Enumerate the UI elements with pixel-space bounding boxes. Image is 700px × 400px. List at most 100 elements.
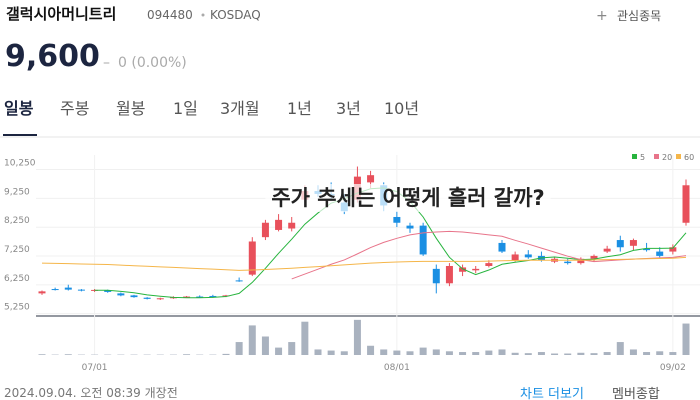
- volume-bar: [248, 325, 256, 355]
- watch-button[interactable]: 관심종목: [617, 9, 661, 23]
- volume-bar: [551, 353, 559, 355]
- candle-body: [117, 293, 125, 296]
- more-link[interactable]: 차트 더보기: [520, 387, 584, 400]
- moving-average: [291, 230, 687, 280]
- volume-bar: [64, 354, 72, 355]
- candle-body: [367, 175, 375, 183]
- tab[interactable]: 1일: [173, 99, 198, 118]
- legend-swatch: [676, 154, 681, 159]
- candle-body: [472, 268, 480, 271]
- volume-bar: [301, 321, 309, 355]
- change: 0 (0.00%): [118, 55, 187, 71]
- x-tick-label: 08/01: [384, 363, 410, 373]
- volume-bar: [459, 352, 467, 355]
- candle-body: [524, 254, 532, 258]
- candle-body: [643, 248, 651, 251]
- x-tick-label: 07/01: [82, 363, 108, 373]
- candle-body: [275, 219, 283, 230]
- tab[interactable]: 주봉: [60, 99, 89, 118]
- candle-body: [143, 297, 151, 299]
- y-tick-label: 10,250: [4, 159, 36, 169]
- dot: [201, 13, 205, 17]
- candle-body: [432, 268, 440, 284]
- plus-icon[interactable]: +: [596, 8, 608, 24]
- volume-bar: [432, 349, 440, 355]
- volume-bar: [616, 342, 624, 355]
- tab[interactable]: 1년: [287, 99, 312, 118]
- summary-link[interactable]: 멤버종합: [612, 387, 660, 400]
- legend-swatch: [632, 154, 637, 159]
- candle-body: [183, 296, 191, 298]
- tab[interactable]: 3년: [336, 99, 361, 118]
- volume-bar: [406, 351, 414, 355]
- legend-label: 5: [640, 153, 645, 162]
- volume-bar: [38, 354, 46, 355]
- candle-body: [498, 242, 506, 252]
- y-tick-label: 7,250: [4, 245, 30, 255]
- legend-swatch: [654, 154, 659, 159]
- candle-body: [235, 280, 243, 282]
- candle-body: [577, 258, 585, 264]
- candle-body: [603, 248, 611, 252]
- candle-body: [64, 287, 72, 290]
- candle-body: [288, 222, 296, 229]
- candle-body: [51, 289, 59, 291]
- candle-body: [459, 267, 467, 272]
- y-tick-label: 6,250: [4, 274, 30, 284]
- candle-body: [485, 263, 493, 266]
- stock-name: 갤럭시아머니트리: [6, 5, 116, 23]
- candle-body: [222, 295, 230, 297]
- volume-bar: [393, 350, 401, 355]
- tab[interactable]: 월봉: [116, 99, 145, 118]
- volume-bar: [235, 342, 243, 355]
- legend-label: 20: [662, 153, 672, 162]
- timestamp: 2024.09.04. 오전 08:39 개장전: [4, 386, 178, 400]
- volume-bar: [314, 349, 322, 355]
- candle-body: [196, 296, 204, 298]
- volume-bar: [498, 349, 506, 355]
- volume-bar: [275, 347, 283, 355]
- volume-bar: [511, 352, 519, 355]
- volume-bar: [380, 349, 388, 355]
- candle-body: [209, 295, 217, 297]
- y-tick-label: 8,250: [4, 216, 30, 226]
- volume-bar: [340, 351, 348, 355]
- volume-bar: [367, 345, 375, 355]
- volume-bar: [261, 336, 269, 355]
- stock-code: 094480: [147, 8, 193, 22]
- tab[interactable]: 일봉: [4, 99, 34, 118]
- candle-body: [406, 225, 414, 229]
- volume-bar: [577, 352, 585, 355]
- price: 9,600: [5, 39, 100, 74]
- volume-bar: [445, 351, 453, 355]
- volume-bar: [537, 352, 545, 355]
- volume-bar: [669, 352, 677, 355]
- candle-body: [669, 247, 677, 252]
- candle-body: [419, 225, 427, 255]
- volume-bar: [643, 352, 651, 355]
- moving-average: [41, 256, 687, 271]
- candle-body: [38, 291, 46, 294]
- tab[interactable]: 10년: [384, 99, 419, 118]
- candle-body: [156, 298, 164, 300]
- volume-bar: [656, 351, 664, 355]
- volume-bar: [603, 352, 611, 355]
- candle-body: [104, 290, 112, 292]
- legend-label: 60: [684, 153, 694, 162]
- candle-body: [616, 240, 624, 248]
- candle-body: [656, 251, 664, 256]
- y-tick-label: 9,250: [4, 187, 30, 197]
- tab[interactable]: 3개월: [220, 99, 260, 118]
- candle-body: [511, 254, 519, 261]
- overlay-bg: [265, 184, 551, 212]
- candle-body: [77, 289, 85, 291]
- volume-bar: [288, 342, 296, 355]
- candle-body: [445, 265, 453, 284]
- candle-body: [564, 261, 572, 264]
- overlay-caption: 주가 추세는 어떻게 흘러 갈까?: [271, 186, 544, 210]
- volume-bar: [485, 350, 493, 355]
- volume-bar: [183, 354, 191, 355]
- volume-bar: [222, 353, 230, 355]
- candle-body: [130, 295, 138, 298]
